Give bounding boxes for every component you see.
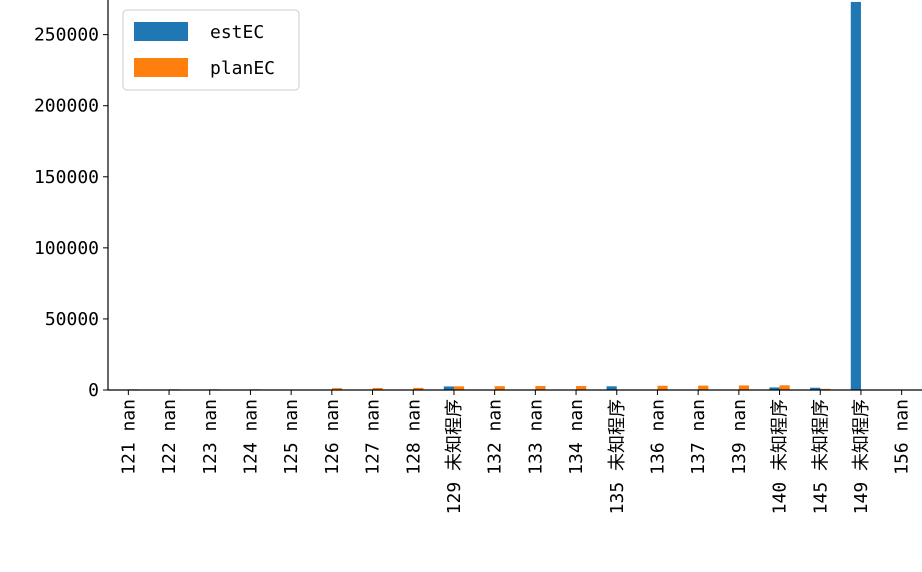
bar-estEC-18 <box>850 1 861 390</box>
bar-estEC-8 <box>443 386 454 390</box>
y-tick-label-4: 200000 <box>34 96 99 117</box>
y-axis: 0 50000 100000 150000 200000 250000 <box>34 0 109 401</box>
x-tick-label-5: 126 nan <box>322 399 343 475</box>
x-tick-label-19: 156 nan <box>892 399 913 475</box>
x-axis: 121 nan 122 nan 123 nan 124 nan 125 nan 126 n… <box>108 389 922 514</box>
x-tick-label-10: 133 nan <box>525 399 546 475</box>
y-tick-label-1: 50000 <box>45 309 99 330</box>
x-tick-label-14: 137 nan <box>688 399 709 475</box>
legend-label-estEC: estEC <box>210 22 264 43</box>
bar-planEC-15 <box>738 385 750 390</box>
bar-estEC-17 <box>810 387 821 390</box>
x-tick-label-2: 123 nan <box>200 399 221 475</box>
bar-planEC-14 <box>698 385 709 390</box>
bar-planEC-8 <box>453 386 465 390</box>
x-tick-label-4: 125 nan <box>281 399 302 475</box>
x-tick-label-9: 132 nan <box>485 399 506 475</box>
x-tick-label-7: 128 nan <box>403 399 424 475</box>
x-tick-label-16: 140 未知程序 <box>770 399 791 514</box>
x-tick-label-8: 129 未知程序 <box>444 399 465 514</box>
bar-planEC-5 <box>331 388 343 390</box>
bar-estEC-16 <box>769 387 780 390</box>
y-tick-label-0: 0 <box>88 380 99 401</box>
x-tick-label-13: 136 nan <box>647 399 668 475</box>
x-tick-label-0: 121 nan <box>118 399 139 475</box>
x-tick-label-15: 139 nan <box>729 399 750 475</box>
y-tick-label-3: 150000 <box>34 167 99 188</box>
bars-group <box>128 1 861 390</box>
x-tick-label-11: 134 nan <box>566 399 587 475</box>
y-tick-label-2: 100000 <box>34 238 99 259</box>
x-tick-label-12: 135 未知程序 <box>607 399 628 514</box>
x-tick-label-17: 145 未知程序 <box>810 399 831 514</box>
legend-swatch-planEC <box>134 58 188 77</box>
bar-planEC-11 <box>576 386 587 390</box>
legend: estEC planEC <box>122 9 300 91</box>
bar-planEC-9 <box>494 386 505 390</box>
bar-planEC-13 <box>657 385 668 390</box>
legend-swatch-estEC <box>134 22 188 41</box>
bar-planEC-6 <box>372 388 383 390</box>
legend-label-planEC: planEC <box>210 58 275 79</box>
bar-planEC-10 <box>535 386 546 390</box>
x-tick-label-3: 124 nan <box>240 399 261 475</box>
bar-planEC-16 <box>779 385 790 390</box>
x-tick-label-1: 122 nan <box>159 399 180 475</box>
bar-planEC-7 <box>413 387 424 390</box>
bar-estEC-12 <box>606 386 617 390</box>
x-tick-label-6: 127 nan <box>363 399 384 475</box>
x-tick-label-18: 149 未知程序 <box>851 399 872 514</box>
y-tick-label-5: 250000 <box>34 25 99 46</box>
